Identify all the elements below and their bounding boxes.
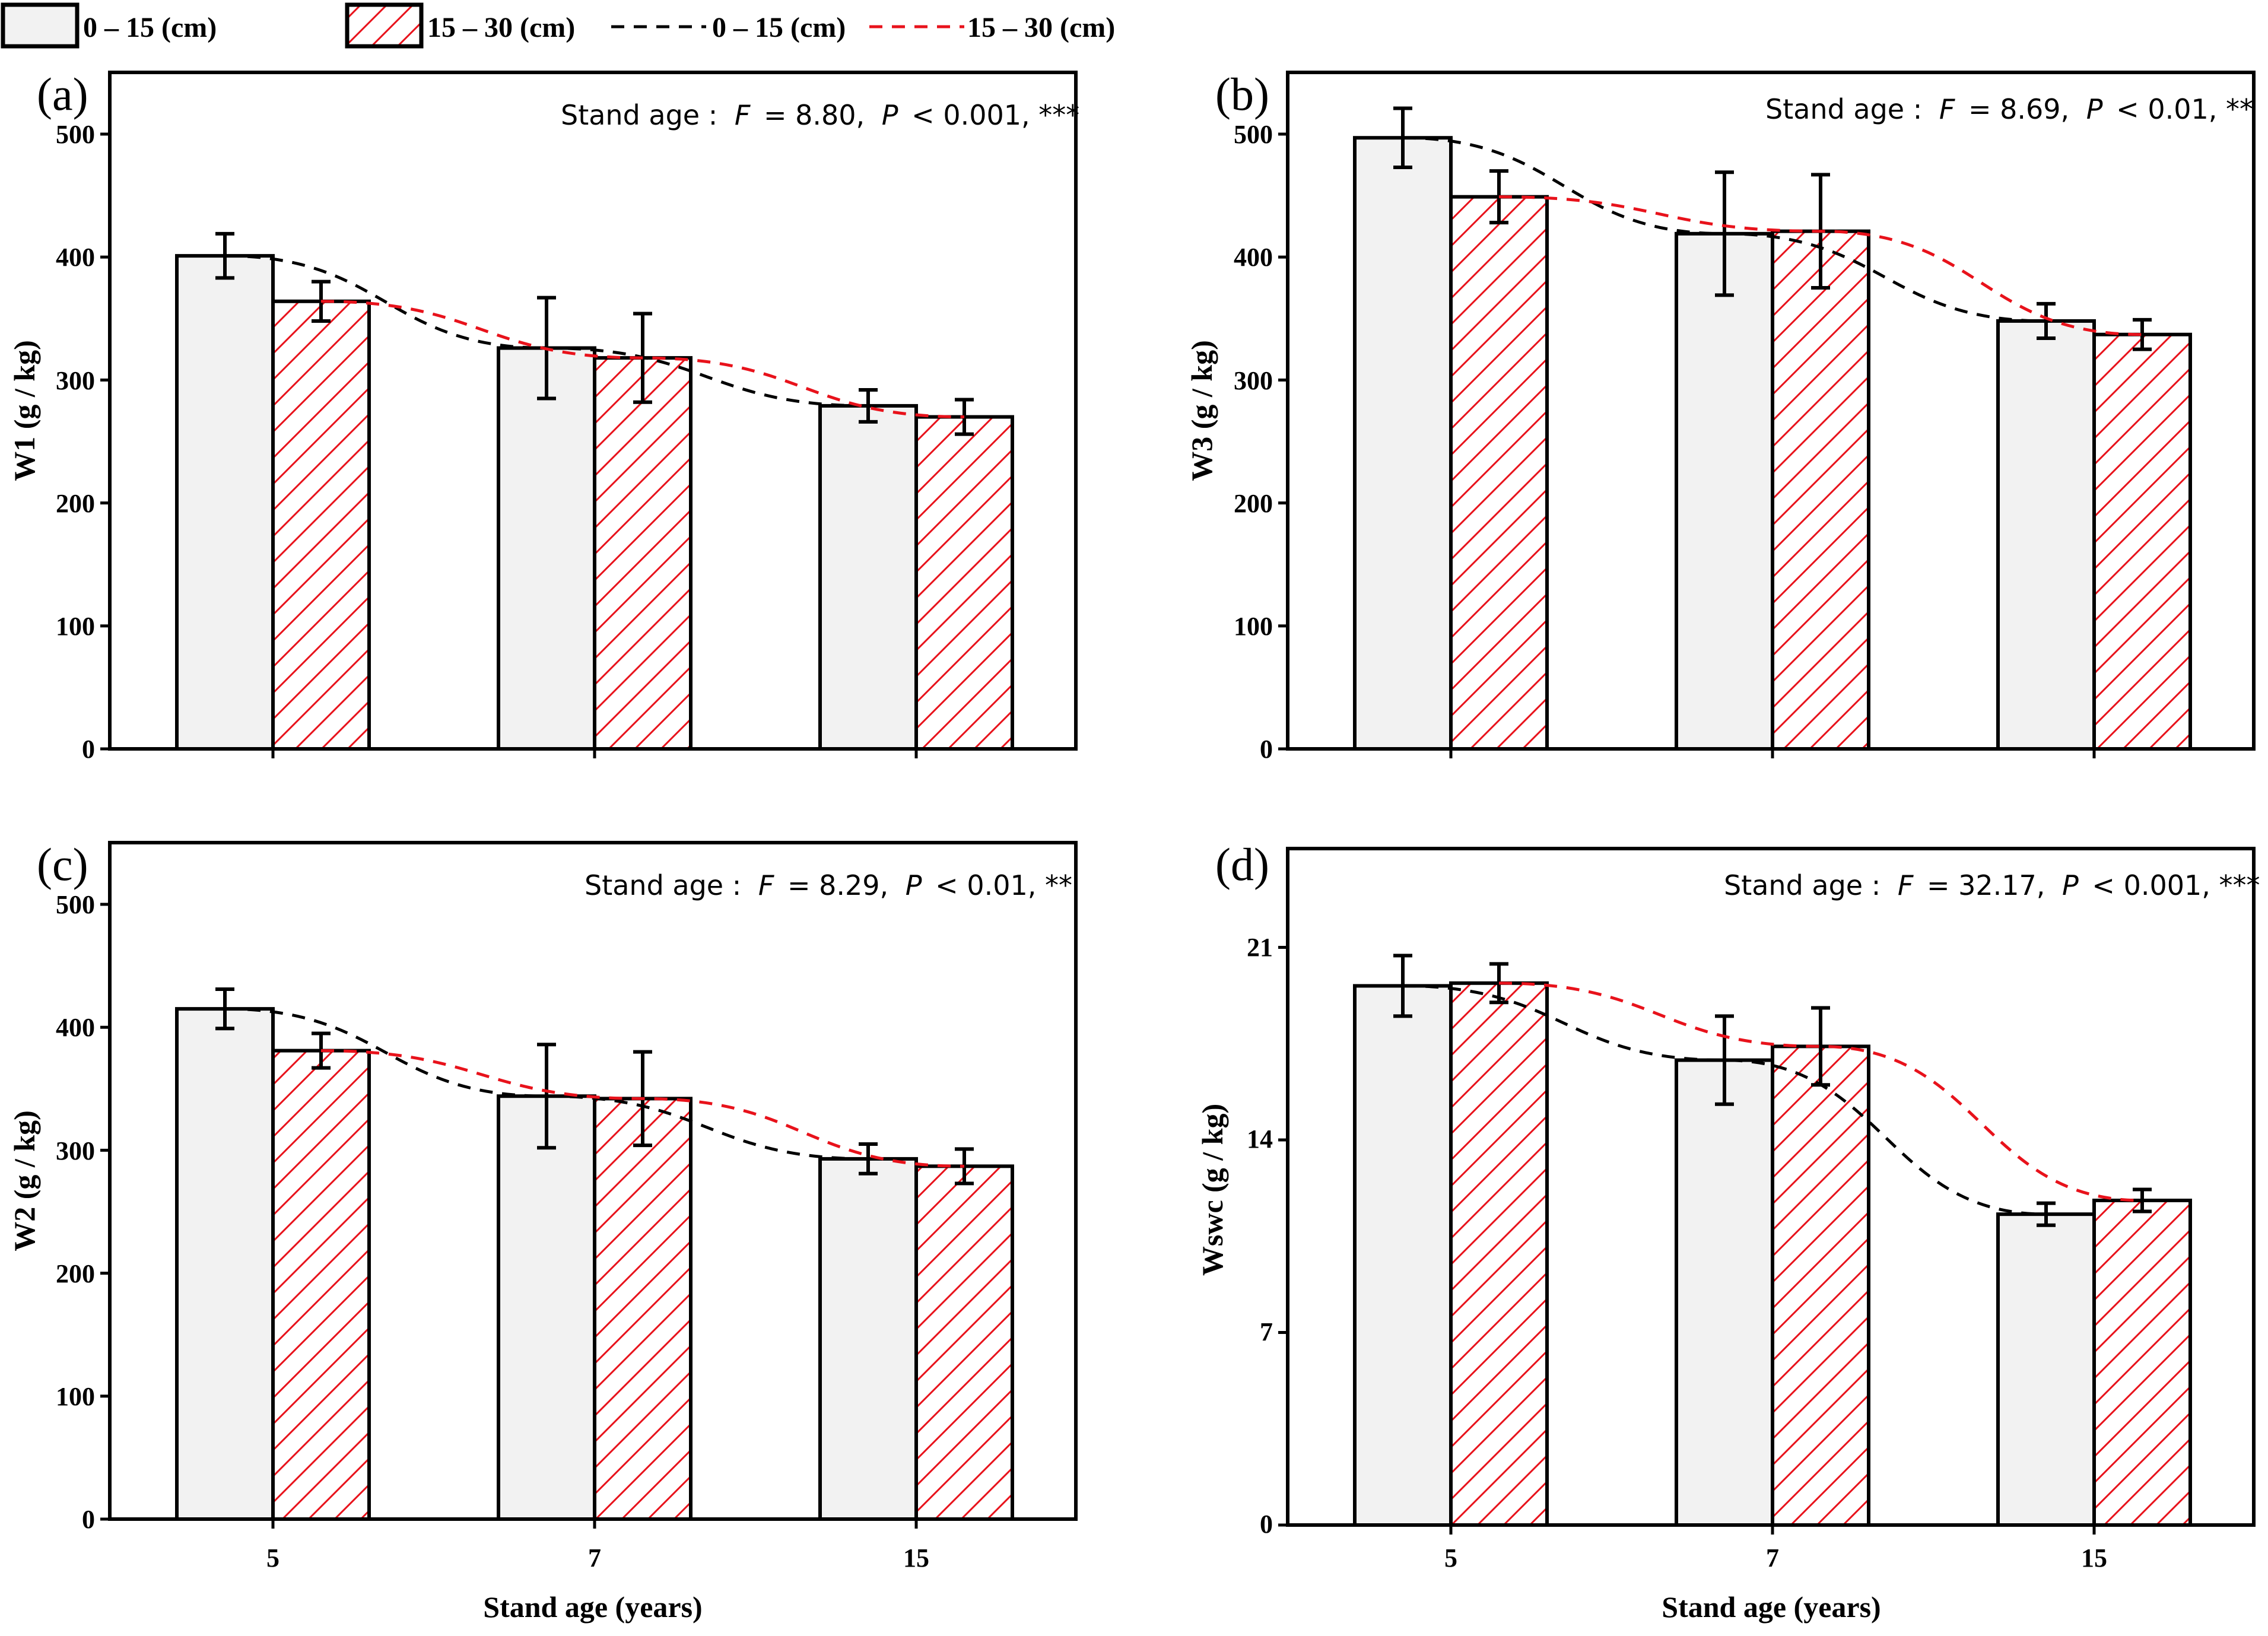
panel-c-xtick-5: 5 bbox=[266, 1543, 279, 1573]
panel-a-ytick-300: 300 bbox=[56, 366, 95, 395]
panel-d-ytick-0: 0 bbox=[1260, 1510, 1273, 1539]
panel-b-ytick-200: 200 bbox=[1234, 489, 1273, 518]
panel-d-line-15-30 bbox=[1498, 981, 2143, 1202]
panel-c-xtick-7: 7 bbox=[588, 1543, 601, 1573]
panel-d-xlabel: Stand age (years) bbox=[1662, 1590, 1881, 1624]
panel-d-label: (d) bbox=[1215, 838, 1269, 890]
panel-b-line-15-30 bbox=[1498, 195, 2143, 336]
panel-b-bar-0-15-5 bbox=[1353, 136, 1453, 751]
panel-a-ytick-0: 0 bbox=[82, 735, 95, 764]
panel-d-stat: Stand age : F = 32.17, P < 0.001, *** bbox=[1724, 869, 2260, 901]
panel-b-bar-0-15-7 bbox=[1675, 231, 1774, 751]
panel-a-bar-15-30-15 bbox=[914, 415, 1014, 751]
panel-c-bar-15-30-5 bbox=[271, 1049, 371, 1521]
panel-d-xtick-15: 15 bbox=[2081, 1543, 2107, 1573]
panel-c-line-0-15 bbox=[224, 1007, 869, 1161]
panel-d-line-0-15 bbox=[1402, 984, 2047, 1216]
panel-a-bar-0-15-5 bbox=[175, 254, 275, 751]
panel-a-ylabel: W1 (g / kg) bbox=[8, 340, 41, 481]
panel-d-ylabel: Wswc (g / kg) bbox=[1196, 1104, 1229, 1276]
panel-b-ytick-300: 300 bbox=[1234, 366, 1273, 395]
panel-c-label: (c) bbox=[37, 838, 88, 890]
panel-b-stat: Stand age : F = 8.69, P < 0.01, ** bbox=[1765, 93, 2253, 125]
panel-c-bar-0-15-7 bbox=[497, 1094, 596, 1521]
panel-d-bar-15-30-15 bbox=[2092, 1198, 2192, 1527]
panel-c-ytick-200: 200 bbox=[56, 1259, 95, 1288]
panel-a-ytick-400: 400 bbox=[56, 243, 95, 272]
panel-b-bar-15-30-5 bbox=[1449, 195, 1549, 751]
panel-a-label: (a) bbox=[37, 68, 88, 120]
panel-d-bar-0-15-7 bbox=[1675, 1058, 1774, 1527]
panel-d-bar-15-30-7 bbox=[1771, 1044, 1870, 1527]
panel-d-ytick-14: 14 bbox=[1247, 1124, 1273, 1154]
panel-c-ytick-400: 400 bbox=[56, 1013, 95, 1042]
panel-d-xtick-7: 7 bbox=[1766, 1543, 1779, 1573]
panel-d-bar-0-15-5 bbox=[1353, 984, 1453, 1527]
panel-c-bar-0-15-5 bbox=[175, 1007, 275, 1521]
panel-c-bar-15-30-7 bbox=[593, 1097, 693, 1521]
panel-b-bar-0-15-15 bbox=[1996, 319, 2096, 751]
legend-label-15-30-line: 15 – 30 (cm) bbox=[967, 12, 1115, 43]
legend-label-0-15-bar: 0 – 15 (cm) bbox=[83, 12, 217, 43]
panel-a-bar-15-30-5 bbox=[271, 299, 371, 751]
panel-c-ylabel: W2 (g / kg) bbox=[8, 1110, 41, 1251]
panel-b-ytick-0: 0 bbox=[1260, 735, 1273, 764]
panel-b-ytick-100: 100 bbox=[1234, 612, 1273, 641]
panel-a-ytick-200: 200 bbox=[56, 489, 95, 518]
panel-a-bar-0-15-15 bbox=[818, 404, 918, 751]
panel-b-ytick-500: 500 bbox=[1234, 120, 1273, 149]
panel-a-ticks: 0 100 200 300 400 500 bbox=[56, 120, 95, 764]
chart-marks bbox=[100, 106, 2192, 1535]
panel-d-ticks: 0 7 14 21 5 7 15 bbox=[1247, 933, 2107, 1573]
panel-c-line-15-30 bbox=[320, 1049, 965, 1168]
legend: 0 – 15 (cm) 15 – 30 (cm) 0 – 15 (cm) 15 … bbox=[1, 2, 1115, 49]
panel-c-ytick-100: 100 bbox=[56, 1382, 95, 1411]
panel-d-bar-15-30-5 bbox=[1449, 981, 1549, 1527]
panel-a-ytick-500: 500 bbox=[56, 120, 95, 149]
panel-d-xtick-5: 5 bbox=[1444, 1543, 1457, 1573]
legend-label-15-30-bar: 15 – 30 (cm) bbox=[427, 12, 575, 43]
panel-a-bar-15-30-7 bbox=[593, 356, 693, 751]
legend-label-0-15-line: 0 – 15 (cm) bbox=[712, 12, 846, 43]
panel-b-ylabel: W3 (g / kg) bbox=[1185, 340, 1218, 481]
panel-c-bar-0-15-15 bbox=[818, 1157, 918, 1521]
panel-b-label: (b) bbox=[1215, 68, 1269, 120]
panel-d-ytick-7: 7 bbox=[1260, 1317, 1273, 1346]
panel-a-ytick-100: 100 bbox=[56, 612, 95, 641]
legend-swatch-0-15-bar bbox=[1, 2, 80, 49]
panel-c-xlabel: Stand age (years) bbox=[483, 1590, 702, 1624]
panel-d: (d) Stand age : F = 32.17, P < 0.001, **… bbox=[1196, 838, 2260, 1624]
panel-a-stat: Stand age : F = 8.80, P < 0.001, *** bbox=[561, 99, 1079, 131]
panel-c-bar-15-30-15 bbox=[914, 1164, 1014, 1521]
panel-c-ticks: 0 100 200 300 400 500 5 7 15 bbox=[56, 890, 929, 1573]
panel-b-ticks: 0 100 200 300 400 500 bbox=[1234, 120, 1273, 764]
panel-a-line-15-30 bbox=[320, 300, 965, 419]
panel-b-bar-15-30-15 bbox=[2092, 332, 2192, 751]
panel-d-bar-0-15-15 bbox=[1996, 1212, 2096, 1527]
panel-c-ytick-500: 500 bbox=[56, 890, 95, 919]
panel-c-ytick-0: 0 bbox=[82, 1505, 95, 1534]
legend-swatch-15-30-bar bbox=[345, 2, 424, 49]
panel-d-ytick-21: 21 bbox=[1247, 933, 1273, 962]
panel-c-stat: Stand age : F = 8.29, P < 0.01, ** bbox=[585, 869, 1072, 901]
panel-b-bar-15-30-7 bbox=[1771, 229, 1870, 751]
panel-c-ytick-300: 300 bbox=[56, 1136, 95, 1165]
panel-a-bar-0-15-7 bbox=[497, 346, 596, 751]
panel-c-xtick-15: 15 bbox=[903, 1543, 929, 1573]
panel-b-ytick-400: 400 bbox=[1234, 243, 1273, 272]
panel-b-line-0-15 bbox=[1402, 136, 2047, 323]
